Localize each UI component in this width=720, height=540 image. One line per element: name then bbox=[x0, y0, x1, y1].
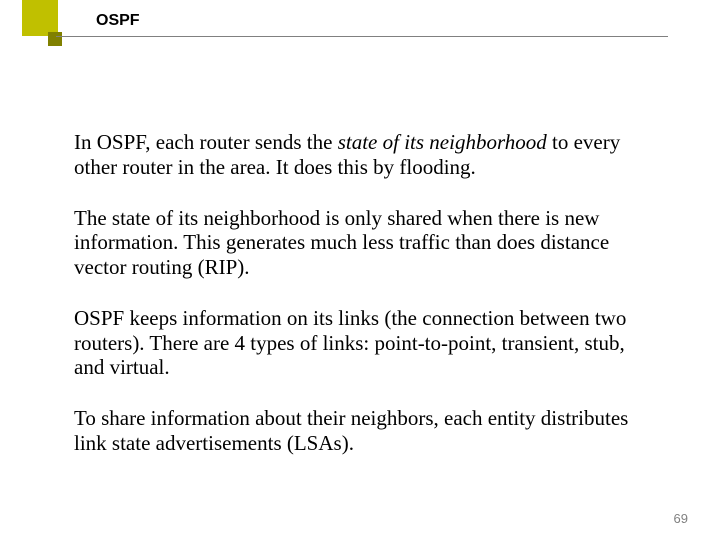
p1-italic: state of its neighborhood bbox=[338, 130, 547, 154]
paragraph-3: OSPF keeps information on its links (the… bbox=[74, 306, 654, 380]
paragraph-2: The state of its neighborhood is only sh… bbox=[74, 206, 654, 280]
slide-title: OSPF bbox=[96, 12, 140, 30]
p1-part-a: In OSPF, each router sends the bbox=[74, 130, 338, 154]
slide-body: In OSPF, each router sends the state of … bbox=[74, 130, 654, 482]
page-number: 69 bbox=[674, 511, 688, 526]
paragraph-1: In OSPF, each router sends the state of … bbox=[74, 130, 654, 180]
accent-square-small bbox=[48, 32, 62, 46]
accent-square-large bbox=[22, 0, 58, 36]
slide: OSPF In OSPF, each router sends the stat… bbox=[0, 0, 720, 540]
title-underline bbox=[56, 36, 668, 37]
header-decoration bbox=[0, 0, 720, 60]
paragraph-4: To share information about their neighbo… bbox=[74, 406, 654, 456]
